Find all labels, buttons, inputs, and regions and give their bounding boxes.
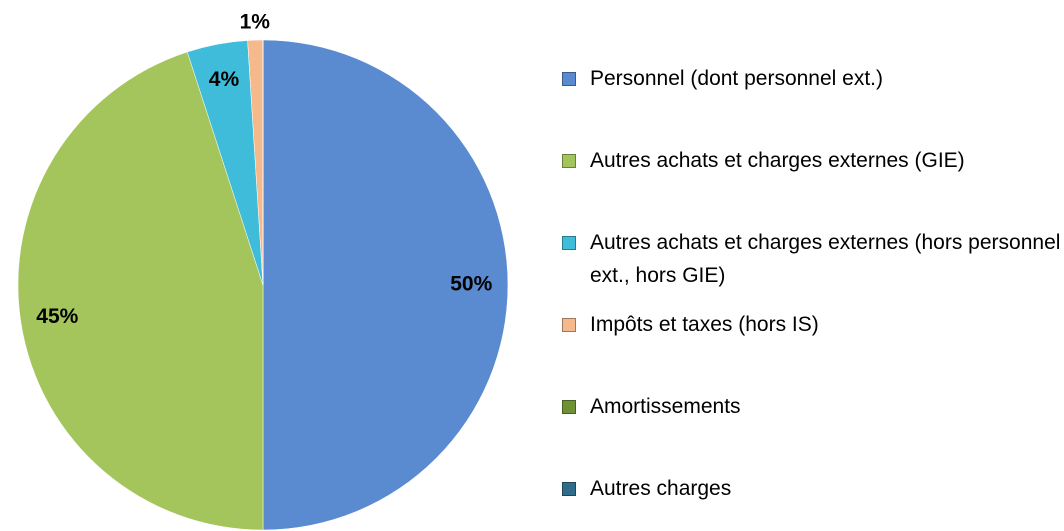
legend-swatch: [562, 318, 576, 332]
pie-slice: [262, 39, 509, 531]
legend-item: Autres achats et charges externes (GIE): [562, 144, 1062, 177]
legend-item: Autres achats et charges externes (hors …: [562, 226, 1062, 292]
legend-swatch: [562, 72, 576, 86]
legend-label: Personnel (dont personnel ext.): [590, 67, 884, 90]
legend-label: Autres charges: [590, 477, 732, 500]
legend-swatch: [562, 154, 576, 168]
legend-item: Impôts et taxes (hors IS): [562, 308, 1062, 341]
legend-item: Amortissements: [562, 390, 1062, 423]
data-label: 50%: [450, 273, 492, 296]
data-label: 4%: [209, 68, 240, 91]
legend-label: Impôts et taxes (hors IS): [590, 313, 819, 336]
legend-label: Amortissements: [590, 395, 741, 418]
legend-item: Personnel (dont personnel ext.): [562, 62, 1062, 95]
pie-slice: [17, 51, 264, 531]
legend-swatch: [562, 236, 576, 250]
legend-item: Autres charges: [562, 472, 1062, 505]
legend-swatch: [562, 482, 576, 496]
legend-label: Autres achats et charges externes (hors …: [590, 231, 1061, 287]
data-label: 1%: [240, 11, 271, 34]
legend-swatch: [562, 400, 576, 414]
data-label: 45%: [36, 305, 78, 328]
legend-label: Autres achats et charges externes (GIE): [590, 149, 965, 172]
